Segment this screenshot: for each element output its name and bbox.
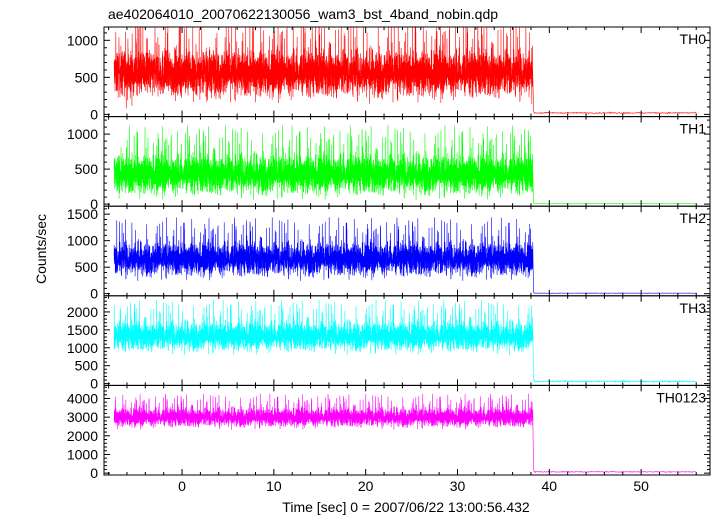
series-line-th2	[113, 217, 697, 294]
y-tick-label: 0	[90, 286, 98, 302]
y-tick-label: 500	[75, 69, 99, 85]
y-tick-label: 500	[75, 358, 99, 374]
y-tick-label: 1500	[67, 322, 98, 338]
y-tick-label: 500	[75, 161, 99, 177]
panel-th0123: 0 1000 2000 3000 4000 TH0123	[67, 384, 711, 481]
panel-th3: 0 500 1000 1500 2000 TH3	[67, 295, 711, 392]
y-tick-label: 1000	[67, 32, 98, 48]
y-tick-label: 1000	[67, 340, 98, 356]
y-tick-label: 3000	[67, 409, 98, 425]
panel-th2: 0 500 1000 1500 TH2	[67, 205, 711, 302]
panel-frame	[103, 384, 711, 476]
series-line-th0	[113, 26, 697, 115]
y-tick-label: 0	[90, 196, 98, 212]
x-tick-label: 30	[450, 478, 466, 494]
x-tick-label: 40	[542, 478, 558, 494]
panel-label: TH0123	[656, 389, 706, 405]
panel-th1: 0 500 1000 TH1	[67, 116, 711, 212]
x-tick-label: 10	[266, 478, 282, 494]
y-tick-label: 1000	[67, 126, 98, 142]
y-tick-label: 0	[90, 376, 98, 392]
y-tick-label: 4000	[67, 390, 98, 406]
y-tick-label: 0	[90, 465, 98, 481]
y-tick-label: 1000	[67, 446, 98, 462]
x-tick-label: 50	[633, 478, 649, 494]
y-tick-label: 2000	[67, 428, 98, 444]
panel-label: TH2	[680, 210, 707, 226]
x-axis-label: Time [sec] 0 = 2007/06/22 13:00:56.432	[282, 499, 530, 515]
y-tick-label: 0	[90, 106, 98, 122]
y-axis-label: Counts/sec	[33, 214, 49, 284]
y-tick-label: 1500	[67, 206, 98, 222]
panel-label: TH3	[680, 300, 707, 316]
series-line-th0123	[113, 393, 697, 474]
x-tick-label: 0	[178, 478, 186, 494]
y-tick-label: 500	[75, 259, 99, 275]
y-tick-label: 1000	[67, 233, 98, 249]
series-line-th3	[113, 299, 697, 384]
chart-title: ae402064010_20070622130056_wam3_bst_4ban…	[108, 6, 498, 22]
y-tick-label: 2000	[67, 304, 98, 320]
panel-th0: 0 500 1000 TH0	[67, 26, 711, 122]
series-line-th1	[113, 125, 697, 205]
panel-label: TH0	[680, 31, 707, 47]
panel-label: TH1	[680, 121, 707, 137]
x-tick-label: 20	[358, 478, 374, 494]
